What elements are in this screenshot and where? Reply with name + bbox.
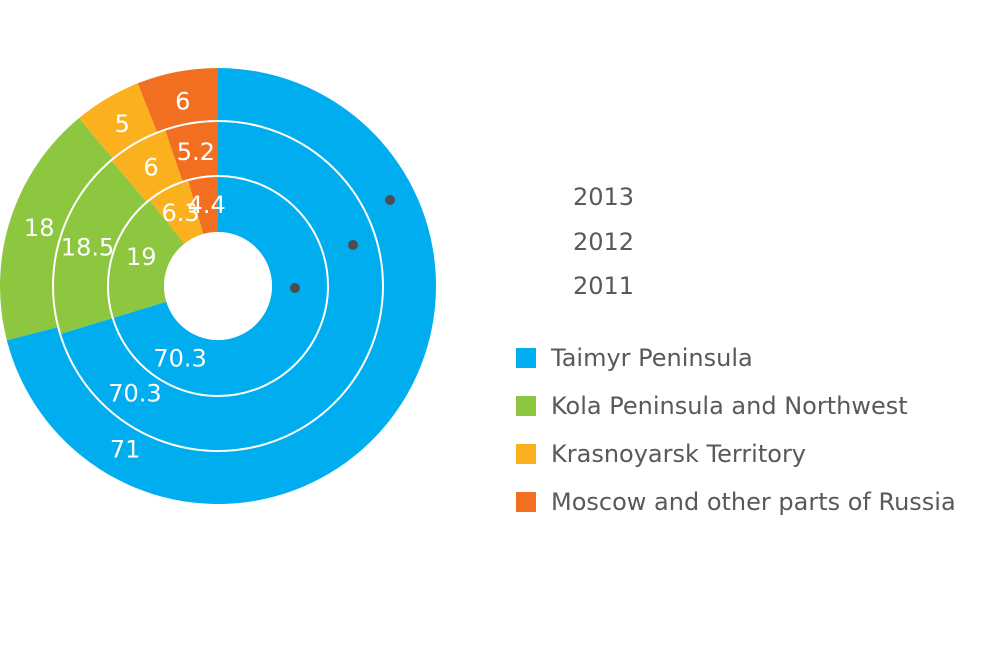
ring-year-label-2011: 2011: [573, 272, 635, 300]
data-label-2013-kola: 18: [24, 214, 55, 242]
data-label-2012-moscow: 5.2: [177, 138, 215, 166]
data-label-2012-kola: 18.5: [61, 234, 114, 262]
legend-label-moscow: Moscow and other parts of Russia: [551, 488, 956, 516]
slice-2012-moscow: [165, 121, 218, 182]
data-label-2012-taimyr: 70.3: [108, 380, 161, 408]
legend-label-kola: Kola Peninsula and Northwest: [551, 392, 908, 420]
ring-year-label-2013: 2013: [573, 183, 635, 211]
ring-marker-dot-2011: [290, 283, 300, 293]
data-label-2011-krasnoyarsk: 6.3: [161, 199, 199, 227]
data-label-2013-taimyr: 71: [110, 435, 141, 463]
ring-separator-2: [107, 175, 329, 397]
legend-swatch-kola: [516, 396, 536, 416]
legend-label-krasnoyarsk: Krasnoyarsk Territory: [551, 440, 807, 468]
data-label-2012-krasnoyarsk: 6: [143, 154, 158, 182]
data-label-2013-krasnoyarsk: 5: [115, 110, 130, 138]
legend-item-kola: Kola Peninsula and Northwest: [516, 382, 956, 430]
legend-swatch-krasnoyarsk: [516, 444, 536, 464]
data-label-2011-moscow: 4.4: [188, 191, 226, 219]
legend-item-moscow: Moscow and other parts of Russia: [516, 478, 956, 526]
legend-item-taimyr: Taimyr Peninsula: [516, 334, 956, 382]
legend-swatch-moscow: [516, 492, 536, 512]
data-label-2013-moscow: 6: [175, 87, 190, 115]
slice-2012-taimyr: [60, 121, 383, 451]
legend: Taimyr Peninsula Kola Peninsula and Nort…: [516, 334, 956, 526]
legend-swatch-taimyr: [516, 348, 536, 368]
slice-2011-taimyr: [112, 176, 328, 396]
legend-item-krasnoyarsk: Krasnoyarsk Territory: [516, 430, 956, 478]
ring-marker-dot-2012: [348, 240, 358, 250]
legend-label-taimyr: Taimyr Peninsula: [551, 344, 753, 372]
ring-separator-1: [52, 120, 384, 452]
donut-hole: [164, 232, 272, 340]
slice-2013-krasnoyarsk: [79, 83, 158, 159]
slice-2011-krasnoyarsk: [149, 180, 204, 244]
slice-2011-kola: [108, 199, 185, 319]
data-label-2011-kola: 19: [126, 243, 157, 271]
slice-2011-moscow: [187, 176, 218, 235]
slice-2012-kola: [52, 160, 147, 335]
slice-2013-moscow: [137, 68, 218, 133]
ring-year-label-2012: 2012: [573, 228, 635, 256]
slice-2013-kola: [0, 118, 113, 341]
data-label-2011-taimyr: 70.3: [153, 345, 206, 373]
ring-marker-dot-2013: [385, 195, 395, 205]
